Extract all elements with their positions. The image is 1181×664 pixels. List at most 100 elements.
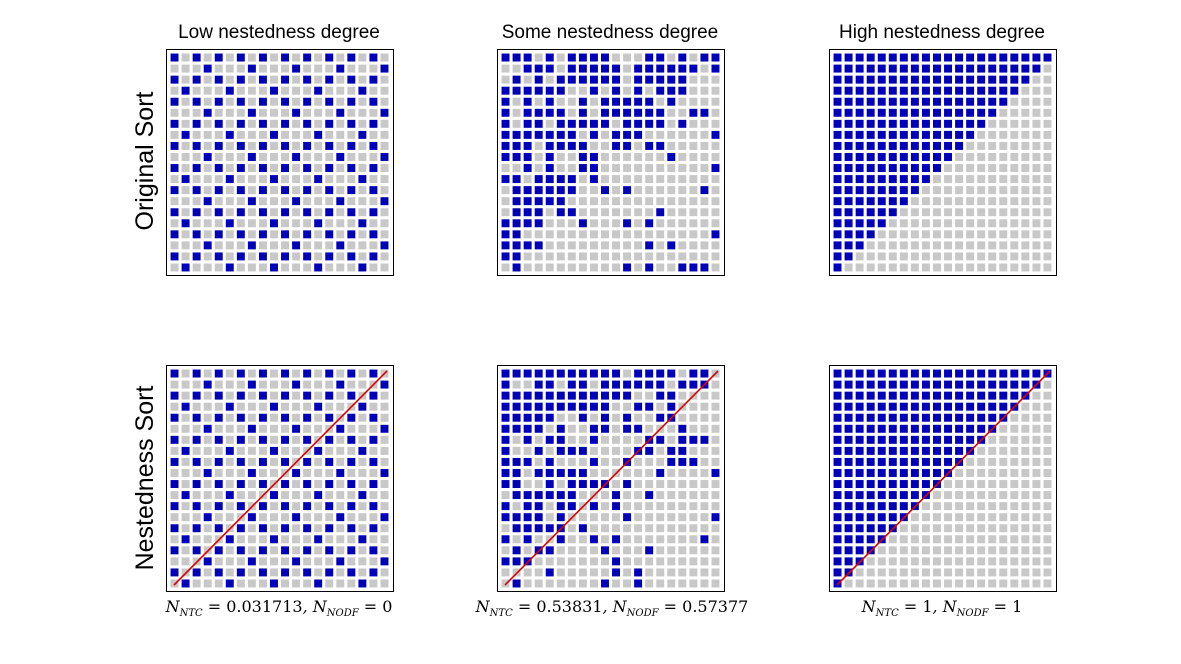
cell-absent	[589, 524, 598, 533]
cell-present	[556, 175, 565, 184]
cell-present	[501, 480, 510, 489]
cell-absent	[1032, 252, 1041, 261]
cell-absent	[1043, 391, 1052, 400]
cell-absent	[336, 502, 345, 511]
cell-absent	[656, 513, 665, 522]
cell-present	[578, 108, 587, 117]
cell-present	[634, 380, 643, 389]
cell-absent	[1021, 469, 1030, 477]
cell-present	[1043, 53, 1052, 62]
cell-present	[910, 402, 919, 411]
cell-absent	[347, 130, 356, 139]
cell-absent	[170, 535, 179, 544]
cell-absent	[667, 546, 676, 555]
cell-absent	[921, 524, 930, 533]
panel-nested-high	[829, 365, 1057, 592]
cell-absent	[347, 535, 356, 544]
cell-present	[247, 424, 256, 433]
cell-absent	[955, 557, 964, 566]
cell-absent	[281, 263, 290, 272]
cell-absent	[225, 557, 234, 566]
cell-absent	[336, 446, 345, 455]
cell-absent	[203, 53, 212, 62]
cell-present	[999, 380, 1008, 389]
cell-present	[612, 108, 621, 117]
cell-present	[921, 64, 930, 73]
cell-absent	[567, 435, 576, 444]
cell-absent	[303, 469, 312, 477]
cell-absent	[1010, 263, 1019, 272]
cell-present	[512, 252, 521, 261]
cell-absent	[336, 164, 345, 173]
cell-absent	[700, 424, 709, 433]
cell-present	[534, 380, 543, 389]
cell-present	[977, 86, 986, 95]
cell-present	[512, 469, 521, 477]
cell-present	[921, 446, 930, 455]
cell-absent	[656, 186, 665, 195]
cell-absent	[247, 579, 256, 588]
cell-present	[966, 75, 975, 84]
cell-present	[944, 413, 953, 422]
cell-present	[192, 524, 201, 533]
cell-present	[844, 557, 853, 566]
cell-absent	[933, 263, 941, 272]
cell-absent	[944, 241, 953, 250]
cell-absent	[292, 97, 301, 106]
cell-absent	[623, 579, 632, 588]
cell-present	[844, 546, 853, 555]
cell-absent	[314, 197, 323, 206]
cell-absent	[667, 568, 676, 577]
cell-absent	[281, 424, 290, 433]
cell-absent	[545, 557, 554, 566]
cell-present	[192, 119, 201, 128]
cell-present	[678, 119, 687, 128]
cell-present	[347, 141, 356, 150]
cell-present	[601, 546, 609, 555]
cell-present	[214, 546, 223, 555]
cell-absent	[347, 469, 356, 477]
cell-present	[556, 197, 565, 206]
cell-present	[303, 524, 312, 533]
cell-absent	[910, 263, 919, 272]
cell-present	[192, 546, 201, 555]
cell-absent	[966, 175, 975, 184]
cell-absent	[578, 568, 587, 577]
cell-present	[501, 535, 510, 544]
cell-absent	[292, 263, 301, 272]
cell-absent	[678, 546, 687, 555]
cell-present	[921, 480, 930, 489]
cell-present	[888, 186, 897, 195]
cell-absent	[1043, 263, 1052, 272]
cell-absent	[270, 141, 278, 150]
cell-absent	[501, 491, 510, 500]
cell-absent	[534, 579, 543, 588]
cell-absent	[303, 579, 312, 588]
cell-absent	[281, 175, 290, 184]
cell-absent	[612, 424, 621, 433]
cell-absent	[910, 557, 919, 566]
cell-absent	[711, 263, 720, 272]
cell-present	[556, 141, 565, 150]
cell-present	[380, 153, 389, 161]
cell-present	[877, 424, 886, 433]
cell-present	[933, 97, 941, 106]
cell-present	[369, 208, 378, 217]
cell-absent	[966, 469, 975, 477]
cell-absent	[634, 513, 643, 522]
cell-present	[336, 469, 345, 477]
cell-absent	[203, 402, 212, 411]
cell-absent	[181, 208, 190, 217]
cell-present	[214, 435, 223, 444]
cell-absent	[1010, 197, 1019, 206]
cell-absent	[711, 457, 720, 466]
cell-present	[933, 369, 941, 378]
cell-present	[501, 557, 510, 566]
cell-absent	[214, 446, 223, 455]
cell-present	[933, 153, 941, 161]
cell-absent	[634, 263, 643, 272]
cell-present	[556, 513, 565, 522]
cell-absent	[512, 64, 521, 73]
cell-present	[700, 369, 709, 378]
cell-absent	[281, 219, 290, 228]
